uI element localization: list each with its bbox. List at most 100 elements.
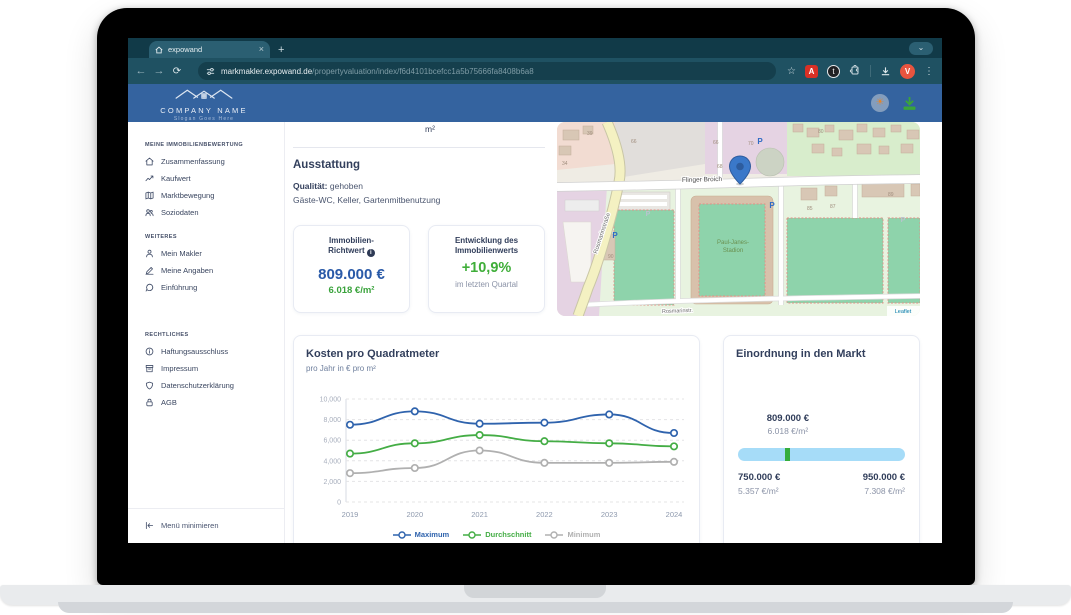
house-icon bbox=[145, 157, 154, 166]
svg-text:10,000: 10,000 bbox=[320, 397, 342, 404]
sidebar-section-bewertung: MEINE IMMOBILIENBEWERTUNG bbox=[145, 142, 243, 148]
minimize-menu-button[interactable]: Menü minimieren bbox=[128, 517, 284, 534]
svg-text:85: 85 bbox=[807, 206, 813, 212]
location-pin-icon bbox=[728, 155, 752, 186]
trend-icon bbox=[145, 175, 154, 182]
grundstuecksflaeche-value: Grundstücksfläche: 335,00 m² bbox=[425, 122, 533, 134]
sidebar-item-marktbewegung[interactable]: Marktbewegung bbox=[128, 187, 284, 204]
theme-toggle-sun-icon[interactable]: ☀ bbox=[871, 94, 889, 112]
sidebar-section-weiteres: WEITERES bbox=[145, 234, 177, 240]
svg-text:90: 90 bbox=[608, 254, 614, 260]
laptop-base-bottom-edge bbox=[58, 602, 1013, 613]
svg-text:70: 70 bbox=[748, 141, 754, 147]
collapse-left-icon bbox=[145, 521, 154, 530]
legend-item-minimum[interactable]: Minimum bbox=[545, 530, 600, 539]
sidebar-item-datenschutz[interactable]: Datenschutzerklärung bbox=[128, 377, 284, 394]
svg-text:66: 66 bbox=[631, 139, 637, 145]
kosten-chart-card: Kosten pro Quadratmeter pro Jahr in € pr… bbox=[293, 335, 700, 543]
url-bar[interactable]: markmakler.expowand.de/propertyvaluation… bbox=[198, 62, 776, 80]
svg-text:Stadion: Stadion bbox=[723, 248, 743, 254]
sidebar-item-agb[interactable]: AGB bbox=[128, 394, 284, 411]
svg-text:2022: 2022 bbox=[536, 510, 553, 519]
sidebar-item-haftungsausschluss[interactable]: Haftungsausschluss bbox=[128, 343, 284, 360]
svg-text:66: 66 bbox=[713, 140, 719, 146]
richtwert-per-sqm: 6.018 €/m² bbox=[328, 285, 375, 296]
quality-row: Qualität: gehoben bbox=[293, 181, 363, 191]
tab-close-icon[interactable]: × bbox=[258, 44, 264, 54]
sidebar-item-kaufwert[interactable]: Kaufwert bbox=[128, 170, 284, 187]
toolbar-separator bbox=[870, 65, 871, 77]
sidebar-footer: Menü minimieren bbox=[128, 508, 284, 534]
tab-bar: expowand × + ⌄ bbox=[128, 38, 942, 58]
profile-avatar[interactable]: V bbox=[900, 63, 915, 79]
reload-icon[interactable]: ⟳ bbox=[172, 65, 182, 77]
back-icon[interactable]: ← bbox=[135, 65, 147, 77]
legend-marker-icon bbox=[545, 530, 564, 539]
map-icon bbox=[145, 191, 154, 200]
entwicklung-value: +10,9% bbox=[461, 260, 512, 276]
street-label-flinger-broich: Flinger Broich bbox=[682, 176, 723, 184]
parking-icon: P bbox=[901, 217, 906, 224]
legend-marker-icon bbox=[392, 530, 411, 539]
chart-legend: Maximum Durchschnitt Minimum bbox=[294, 530, 699, 539]
chart-title: Kosten pro Quadratmeter bbox=[306, 348, 440, 360]
tab-title: expowand bbox=[168, 45, 203, 54]
section-divider bbox=[293, 147, 545, 148]
download-report-icon[interactable] bbox=[901, 96, 918, 111]
site-settings-tune-icon[interactable] bbox=[206, 67, 215, 76]
home-icon bbox=[155, 45, 163, 53]
browser-tab[interactable]: expowand × bbox=[149, 41, 270, 58]
svg-text:39: 39 bbox=[587, 131, 593, 137]
svg-text:2024: 2024 bbox=[666, 510, 683, 519]
sidebar-section-rechtliches: RECHTLICHES bbox=[145, 332, 189, 338]
sidebar-item-soziodaten[interactable]: Soziodaten bbox=[128, 204, 284, 221]
shield-icon bbox=[145, 381, 154, 390]
url-text: markmakler.expowand.de/propertyvaluation… bbox=[221, 66, 534, 76]
leaflet-attribution[interactable]: Leaflet bbox=[895, 309, 912, 315]
downloads-icon[interactable] bbox=[880, 66, 891, 77]
browser-toolbar: ← → ⟳ markmakler.expowand.de/propertyval… bbox=[128, 58, 942, 84]
svg-text:2023: 2023 bbox=[601, 510, 618, 519]
street-label-rosmarinstr-bottom: Rosmarinstr. bbox=[662, 308, 694, 315]
richtwert-value: 809.000 € bbox=[318, 266, 385, 283]
info-icon[interactable]: i bbox=[366, 249, 375, 257]
pdf-extension-icon[interactable]: A bbox=[805, 64, 818, 78]
lock-icon bbox=[146, 398, 153, 407]
extensions-puzzle-icon[interactable] bbox=[849, 65, 861, 77]
legend-item-durchschnitt[interactable]: Durchschnitt bbox=[463, 530, 531, 539]
parking-icon: P bbox=[769, 201, 775, 210]
app-header: COMPANY NAME Slogan Goes Here ☀ bbox=[128, 84, 942, 122]
company-slogan: Slogan Goes Here bbox=[173, 116, 235, 122]
browser-menu-icon[interactable]: ⋮ bbox=[924, 65, 934, 77]
line-chart: 0 2,000 4,000 6,000 8,000 10,000 2019 2020 2021 2… bbox=[320, 397, 684, 519]
tab-search-chevron-icon[interactable]: ⌄ bbox=[909, 42, 933, 55]
sidebar-item-mein-makler[interactable]: Mein Makler bbox=[128, 245, 284, 262]
svg-text:2019: 2019 bbox=[342, 510, 359, 519]
browser-window: expowand × + ⌄ ← → ⟳ markmakler.expowand… bbox=[128, 38, 942, 543]
legend-item-maximum[interactable]: Maximum bbox=[392, 530, 449, 539]
new-tab-button[interactable]: + bbox=[278, 44, 285, 56]
laptop-base-notch bbox=[464, 585, 606, 598]
parking-icon: P bbox=[646, 211, 651, 218]
sidebar-item-einfuehrung[interactable]: Einführung bbox=[128, 279, 284, 296]
rooftops-logo-icon bbox=[175, 89, 233, 99]
features-row: Gäste-WC, Keller, Gartenmitbenutzung bbox=[293, 195, 441, 205]
sidebar-item-impressum[interactable]: Impressum bbox=[128, 360, 284, 377]
entwicklung-card: Entwicklung des Immobilienwerts +10,9% i… bbox=[428, 225, 545, 313]
sidebar-item-meine-angaben[interactable]: Meine Angaben bbox=[128, 262, 284, 279]
bookmark-star-icon[interactable]: ☆ bbox=[787, 65, 796, 77]
svg-text:2020: 2020 bbox=[406, 510, 423, 519]
forward-icon[interactable]: → bbox=[153, 65, 165, 77]
svg-text:2021: 2021 bbox=[471, 510, 488, 519]
parking-icon: P bbox=[757, 137, 763, 146]
extension-t-icon[interactable]: t bbox=[827, 64, 840, 78]
entwicklung-caption: im letzten Quartal bbox=[455, 280, 518, 289]
map[interactable]: 39 34 66 66 70 68 80 85 87 89 90 bbox=[557, 122, 920, 316]
stadium-label: Paul-Janes- Stadion bbox=[717, 240, 749, 254]
archive-icon bbox=[145, 365, 154, 373]
sidebar-item-zusammenfassung[interactable]: Zusammenfassung bbox=[128, 153, 284, 170]
svg-text:8,000: 8,000 bbox=[323, 417, 341, 424]
richtwert-card: Immobilien- Richtwert i 809.000 € 6.018 … bbox=[293, 225, 410, 313]
market-range-bar bbox=[738, 448, 905, 461]
